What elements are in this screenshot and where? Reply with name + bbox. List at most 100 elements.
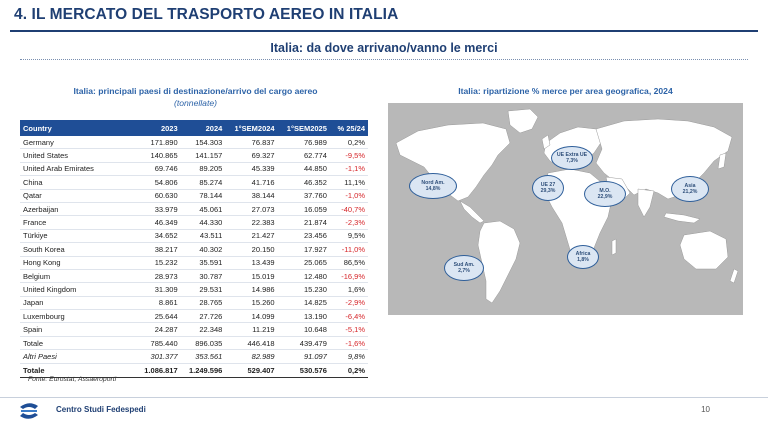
bubble-sud-am-label: Sud Am. bbox=[453, 261, 475, 268]
table-total-row: Totale 1.086.817 1.249.596 529.407 530.576 0,… bbox=[20, 362, 368, 378]
table-row: United Arab Emirates 69.746 89.205 45.339 44… bbox=[20, 162, 368, 177]
cell-country: Japan bbox=[20, 296, 136, 311]
cell-2024: 40.302 bbox=[180, 242, 226, 257]
cell-sem2024: 22.383 bbox=[225, 215, 278, 230]
cell-2023: 54.806 bbox=[136, 175, 181, 190]
table-body: Germany 171.890 154.303 76.837 76.989 0,2% Uni… bbox=[20, 136, 368, 378]
cell-sem2024: 38.144 bbox=[225, 189, 278, 203]
bubble-africa-label: Africa bbox=[575, 250, 591, 257]
bubble-ue-extra-pct: 7,3% bbox=[566, 158, 578, 164]
new-zealand-shape bbox=[729, 268, 739, 284]
cell-country: Azerbaijan bbox=[20, 202, 136, 217]
col-pct: % 25/24 bbox=[329, 120, 368, 136]
cell-sem2025: 15.230 bbox=[277, 282, 330, 297]
bubble-ue27: UE 27 29,3% bbox=[532, 175, 564, 201]
table-row: Hong Kong 15.232 35.591 13.439 25.065 86,5% bbox=[20, 256, 368, 270]
footer-divider bbox=[0, 397, 768, 398]
cell-pct: 86,5% bbox=[329, 256, 368, 270]
cell-2023: 25.644 bbox=[136, 309, 181, 324]
bubble-nord-am: Nord Am. 14,8% bbox=[409, 173, 457, 199]
central-america-shape bbox=[459, 200, 485, 224]
table-row: South Korea 38.217 40.302 20.150 17.927 -11,0… bbox=[20, 242, 368, 257]
col-2023: 2023 bbox=[136, 120, 181, 136]
col-sem2025: 1°SEM2025 bbox=[277, 120, 330, 136]
cell-pct: 9,5% bbox=[329, 229, 368, 244]
cell-sem2024: 45.339 bbox=[225, 162, 278, 177]
cell-2023: 31.309 bbox=[136, 282, 181, 297]
table-row: Qatar 60.630 78.144 38.144 37.760 -1,0% bbox=[20, 189, 368, 203]
table-row: Altri Paesi 301.377 353.561 82.989 91.097 9,8… bbox=[20, 349, 368, 364]
fedespedi-logo-icon bbox=[20, 403, 38, 419]
cell-sem2025: 21.874 bbox=[277, 215, 330, 230]
cell-pct: 11,1% bbox=[329, 175, 368, 190]
cell-sem2025: 16.059 bbox=[277, 202, 330, 217]
cell-pct: -5,1% bbox=[329, 322, 368, 337]
cell-2023: 60.630 bbox=[136, 189, 181, 203]
cell-pct: -1,0% bbox=[329, 189, 368, 203]
cell-2023: 34.652 bbox=[136, 229, 181, 244]
bubble-asia: Asia 21,2% bbox=[671, 176, 709, 202]
greenland-shape bbox=[507, 108, 539, 134]
cell-2023: 140.865 bbox=[136, 148, 181, 163]
cell-country: United Kingdom bbox=[20, 282, 136, 297]
cell-2023: 785.440 bbox=[136, 336, 181, 351]
cell-sem2025: 23.456 bbox=[277, 229, 330, 244]
bubble-sud-am-pct: 2,7% bbox=[458, 268, 470, 274]
cell-sem2025: 13.190 bbox=[277, 309, 330, 324]
cell-sem2024: 41.716 bbox=[225, 175, 278, 190]
cell-country: Spain bbox=[20, 322, 136, 337]
cell-2023: 38.217 bbox=[136, 242, 181, 257]
bubble-africa: Africa 1,8% bbox=[567, 245, 599, 269]
cell-2023: 46.349 bbox=[136, 215, 181, 230]
cell-sem2024: 446.418 bbox=[225, 336, 278, 351]
page-title: 4. IL MERCATO DEL TRASPORTO AEREO IN ITA… bbox=[14, 6, 399, 23]
cell-sem2024: 69.327 bbox=[225, 148, 278, 163]
cell-sem2024: 27.073 bbox=[225, 202, 278, 217]
world-map: Nord Am. 14,8% UE Extra UE 7,3% UE 27 29… bbox=[388, 103, 743, 315]
cell-2024: 27.726 bbox=[180, 309, 226, 324]
cell-2024: 78.144 bbox=[180, 189, 226, 203]
bubble-asia-label: Asia bbox=[684, 182, 696, 189]
source-note: Fonte: Eurostat, Assaeroporti bbox=[28, 376, 117, 383]
cell-sem2025: 44.850 bbox=[277, 162, 330, 177]
cell-2024: 154.303 bbox=[180, 136, 226, 150]
table-row: United Kingdom 31.309 29.531 14.986 15.230 1,… bbox=[20, 282, 368, 297]
bubble-ue27-label: UE 27 bbox=[540, 181, 556, 188]
subtitle-divider bbox=[20, 59, 748, 60]
cell-country: Luxembourg bbox=[20, 309, 136, 324]
total-cell-country: Totale bbox=[20, 362, 136, 378]
cell-pct: -2,3% bbox=[329, 215, 368, 230]
cell-pct: -9,5% bbox=[329, 148, 368, 163]
total-cell-pct: 0,2% bbox=[329, 362, 368, 378]
col-2024: 2024 bbox=[180, 120, 226, 136]
cell-2024: 22.348 bbox=[180, 322, 226, 337]
cell-2023: 171.890 bbox=[136, 136, 181, 150]
bubble-ue-extra: UE Extra UE 7,3% bbox=[551, 146, 593, 170]
map-caption: Italia: ripartizione % merce per area ge… bbox=[458, 86, 673, 96]
cell-sem2025: 76.989 bbox=[277, 136, 330, 150]
bubble-asia-pct: 21,2% bbox=[682, 189, 698, 195]
table-header-row: Country 2023 2024 1°SEM2024 1°SEM2025 % … bbox=[20, 120, 368, 136]
col-country: Country bbox=[20, 120, 136, 136]
bubble-nord-am-label: Nord Am. bbox=[421, 179, 445, 186]
cell-sem2025: 12.480 bbox=[277, 269, 330, 284]
table-caption: Italia: principali paesi di destinazione… bbox=[28, 86, 363, 109]
bubble-africa-pct: 1,8% bbox=[577, 257, 589, 263]
cell-sem2024: 76.837 bbox=[225, 136, 278, 150]
cell-sem2025: 17.927 bbox=[277, 242, 330, 257]
cell-sem2024: 13.439 bbox=[225, 256, 278, 270]
cell-country: Altri Paesi bbox=[20, 349, 136, 364]
south-america-shape bbox=[477, 220, 521, 304]
table-row: Türkiye 34.652 43.511 21.427 23.456 9,5% bbox=[20, 229, 368, 244]
footer-org: Centro Studi Fedespedi bbox=[56, 405, 146, 414]
page-subtitle: Italia: da dove arrivano/vanno le merci bbox=[270, 41, 498, 55]
north-america-shape bbox=[395, 122, 511, 202]
indonesia-shape bbox=[663, 212, 701, 224]
table-row: France 46.349 44.330 22.383 21.874 -2,3% bbox=[20, 215, 368, 230]
cell-pct: -1,6% bbox=[329, 336, 368, 351]
cell-country: Qatar bbox=[20, 189, 136, 203]
cell-pct: -11,0% bbox=[329, 242, 368, 257]
cell-country: United States bbox=[20, 148, 136, 163]
bubble-ue-extra-label: UE Extra UE bbox=[556, 151, 588, 158]
cargo-table: Country 2023 2024 1°SEM2024 1°SEM2025 % … bbox=[20, 120, 368, 378]
